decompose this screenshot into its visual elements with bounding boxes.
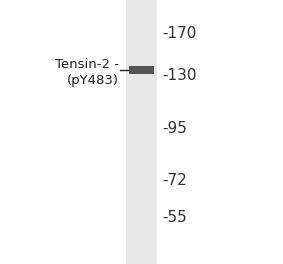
Text: (pY483): (pY483) — [67, 74, 119, 87]
Text: -170: -170 — [163, 26, 197, 40]
Text: -72: -72 — [163, 173, 187, 188]
Text: Tensin-2 -: Tensin-2 - — [55, 58, 119, 71]
Text: -130: -130 — [163, 68, 197, 83]
Text: -55: -55 — [163, 210, 187, 225]
Text: -95: -95 — [163, 121, 188, 135]
Bar — [126, 0, 157, 264]
Bar — [129, 66, 154, 74]
